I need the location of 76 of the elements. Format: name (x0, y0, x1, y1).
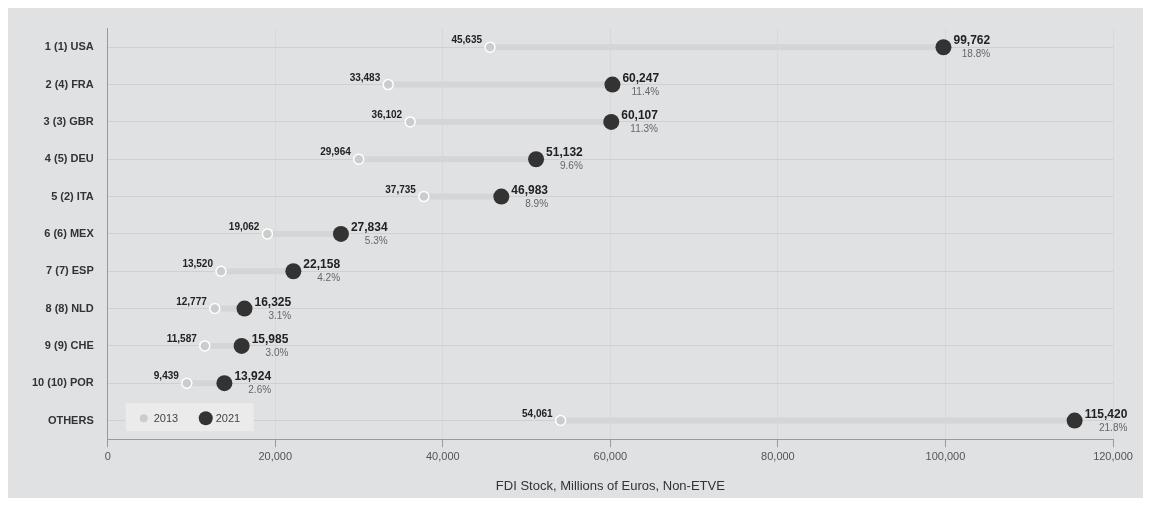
point (603, 113, 620, 130)
data-label: 13,520 (182, 258, 214, 270)
y-tick-label: 9 (9) CHE (44, 338, 94, 351)
point (604, 76, 621, 93)
data-label: 36,102 (371, 108, 403, 120)
point (418, 190, 430, 203)
point (261, 228, 274, 240)
data-label: 51,132 (546, 145, 584, 160)
point (1066, 412, 1083, 429)
annotation: 2.6% (248, 384, 272, 396)
data-label: 60,247 (622, 70, 660, 85)
point (493, 188, 510, 205)
point (382, 78, 394, 91)
x-axis-title: FDI Stock, Millions of Euros, Non-ETVE (495, 477, 726, 493)
data-label: 9,439 (153, 370, 180, 382)
legend-label: 2013 (153, 412, 179, 425)
x-tick-label: 60,000 (593, 449, 628, 462)
x-tick-label: 120,000 (1093, 449, 1133, 462)
annotation: 11.4% (631, 85, 660, 97)
y-tick-label: OTHERS (47, 413, 94, 426)
y-tick-label: 4 (5) DEU (44, 152, 94, 165)
point (233, 337, 250, 354)
data-label: 29,964 (320, 146, 352, 158)
point (209, 302, 221, 315)
y-tick-label: 3 (3) GBR (43, 114, 94, 127)
annotation: 3.0% (265, 346, 289, 358)
y-tick-label: 6 (6) MEX (44, 226, 95, 239)
annotation: 21.8% (1098, 421, 1128, 433)
annotation: 9.6% (559, 160, 583, 172)
point (404, 116, 416, 128)
y-tick-label: 8 (8) NLD (45, 301, 94, 314)
point (215, 265, 227, 277)
point (199, 340, 211, 352)
data-label: 16,325 (254, 294, 292, 309)
data-label: 13,924 (234, 369, 272, 384)
annotation: 5.3% (364, 234, 388, 246)
annotation: 18.8% (961, 48, 991, 60)
point (216, 375, 233, 392)
annotation: 11.3% (630, 122, 659, 134)
point (554, 414, 567, 427)
data-label: 12,777 (176, 295, 208, 307)
annotation: 8.9% (525, 197, 549, 209)
data-label: 45,635 (451, 34, 483, 46)
data-label: 27,834 (350, 219, 388, 234)
x-tick-label: 20,000 (258, 449, 293, 462)
data-label: 60,107 (621, 107, 659, 122)
point (484, 41, 496, 54)
data-label: 99,762 (953, 33, 991, 48)
data-label: 11,587 (166, 332, 198, 344)
x-tick-label: 0 (104, 449, 111, 462)
y-tick-label: 1 (1) USA (44, 40, 94, 53)
legend-label: 2021 (215, 412, 241, 425)
annotation: 4.2% (317, 272, 341, 284)
y-tick-label: 2 (4) FRA (45, 77, 94, 90)
point (332, 225, 349, 242)
point (181, 377, 193, 389)
data-label: 54,061 (522, 407, 554, 419)
data-label: 46,983 (511, 182, 549, 197)
x-tick-label: 80,000 (761, 449, 795, 462)
point (935, 39, 952, 56)
data-label: 19,062 (228, 220, 260, 232)
point (236, 300, 253, 317)
point (528, 151, 545, 168)
point (285, 263, 302, 280)
annotation: 3.1% (268, 309, 292, 321)
data-label: 15,985 (251, 331, 289, 346)
y-tick-label: 10 (10) POR (32, 376, 94, 389)
data-label: 37,735 (385, 183, 417, 195)
y-tick-label: 5 (2) ITA (51, 189, 94, 202)
point (353, 153, 365, 165)
x-tick-label: 100,000 (925, 449, 966, 462)
data-label: 33,483 (349, 71, 381, 83)
y-tick-label: 7 (7) ESP (46, 264, 94, 277)
data-label: 22,158 (303, 257, 341, 272)
data-label: 115,420 (1084, 406, 1128, 421)
x-tick-label: 40,000 (426, 449, 460, 462)
